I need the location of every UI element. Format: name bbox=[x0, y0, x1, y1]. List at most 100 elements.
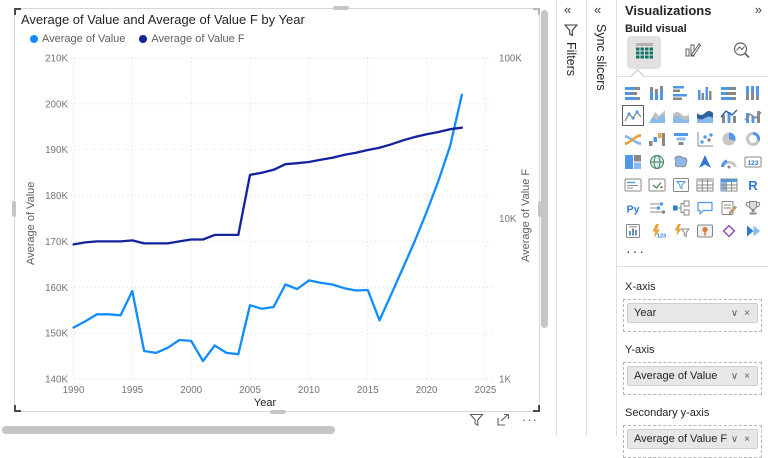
filter-icon[interactable] bbox=[468, 413, 484, 427]
canvas-horizontal-scrollbar[interactable] bbox=[2, 426, 335, 434]
stacked-area-chart-icon[interactable] bbox=[670, 105, 692, 126]
100-stacked-area-chart-icon[interactable] bbox=[694, 105, 716, 126]
stacked-column-chart-icon[interactable] bbox=[646, 82, 668, 103]
ribbon-chart-icon[interactable] bbox=[622, 128, 644, 149]
metrics-icon[interactable] bbox=[742, 197, 764, 218]
svg-text:2015: 2015 bbox=[357, 385, 379, 396]
remove-field-icon[interactable]: × bbox=[744, 370, 750, 382]
chevron-down-icon[interactable]: ∨ bbox=[730, 370, 739, 382]
well-drop-zone-0[interactable]: Year ∨ × bbox=[623, 299, 762, 332]
multi-row-card-icon[interactable] bbox=[622, 174, 644, 195]
build-visual-icon bbox=[635, 42, 654, 64]
field-pill-1[interactable]: Average of Value ∨ × bbox=[627, 366, 758, 386]
card-icon[interactable]: 123 bbox=[742, 151, 764, 172]
visual-resize-handle-bottom[interactable] bbox=[270, 410, 286, 414]
map-icon[interactable] bbox=[646, 151, 668, 172]
python-icon[interactable]: Py bbox=[622, 197, 644, 218]
svg-text:190K: 190K bbox=[45, 145, 68, 156]
filled-map-icon[interactable] bbox=[670, 151, 692, 172]
slicer-icon[interactable] bbox=[670, 174, 692, 195]
gauge-icon[interactable] bbox=[718, 151, 740, 172]
decomposition-tree-icon[interactable] bbox=[670, 197, 692, 218]
focus-mode-icon[interactable] bbox=[495, 413, 511, 427]
azure-map-icon[interactable] bbox=[694, 151, 716, 172]
well-drop-zone-1[interactable]: Average of Value ∨ × bbox=[623, 362, 762, 395]
arcgis-maps-icon[interactable] bbox=[694, 220, 716, 241]
svg-text:150K: 150K bbox=[45, 329, 68, 340]
power-automate-icon[interactable] bbox=[670, 220, 692, 241]
power-apps-icon[interactable]: 123 bbox=[646, 220, 668, 241]
legend-dot-icon bbox=[30, 35, 38, 43]
treemap-icon[interactable] bbox=[622, 151, 644, 172]
tab-analytics[interactable] bbox=[724, 36, 758, 69]
scatter-chart-icon[interactable] bbox=[694, 128, 716, 149]
remove-field-icon[interactable]: × bbox=[744, 433, 750, 445]
line-chart-icon[interactable] bbox=[622, 105, 644, 126]
field-pill-0[interactable]: Year ∨ × bbox=[627, 303, 758, 323]
svg-text:1990: 1990 bbox=[63, 385, 85, 396]
canvas-vertical-scrollbar[interactable] bbox=[541, 10, 548, 328]
selected-tab-notch bbox=[631, 69, 644, 82]
kpi-icon[interactable] bbox=[646, 174, 668, 195]
field-pill-2[interactable]: Average of Value F ∨ × bbox=[627, 429, 758, 449]
filters-pane-collapsed[interactable]: « Filters bbox=[557, 0, 586, 436]
matrix-icon[interactable] bbox=[718, 174, 740, 195]
viz-pane-divider-bottom bbox=[617, 266, 768, 267]
svg-text:Py: Py bbox=[627, 203, 640, 215]
stacked-bar-chart-icon[interactable] bbox=[622, 82, 644, 103]
100-stacked-bar-chart-icon[interactable] bbox=[718, 82, 740, 103]
chart-legend: Average of Value Average of Value F bbox=[30, 33, 245, 45]
line-and-clustered-column-chart-icon[interactable] bbox=[742, 105, 764, 126]
waterfall-chart-icon[interactable] bbox=[646, 128, 668, 149]
tab-build-visual[interactable] bbox=[627, 36, 661, 69]
visual-resize-handle-left[interactable] bbox=[12, 201, 16, 217]
visual-corner-handle-tl[interactable] bbox=[14, 8, 21, 15]
clustered-column-chart-icon[interactable] bbox=[694, 82, 716, 103]
svg-text:1995: 1995 bbox=[121, 385, 143, 396]
legend-item-1[interactable]: Average of Value F bbox=[139, 33, 245, 45]
clustered-bar-chart-icon[interactable] bbox=[670, 82, 692, 103]
donut-chart-icon[interactable] bbox=[742, 128, 764, 149]
sync-slicers-pane-collapsed[interactable]: « Sync slicers bbox=[587, 0, 616, 436]
paginated-report-icon[interactable] bbox=[622, 220, 644, 241]
area-chart-icon[interactable] bbox=[646, 105, 668, 126]
r-script-icon[interactable]: R bbox=[742, 174, 764, 195]
chart-plot-area[interactable]: 140K 150K 160K 170K 180K 190K 200K 210K 1K 10K 100… bbox=[15, 9, 539, 411]
get-more-visuals-button[interactable]: ··· bbox=[626, 243, 646, 259]
tab-format-visual[interactable] bbox=[676, 36, 710, 69]
custom-visual-icon[interactable] bbox=[718, 220, 740, 241]
collapse-sync-slicers-icon[interactable]: « bbox=[594, 2, 602, 17]
well-label-1: Y-axis bbox=[625, 344, 655, 356]
line-and-stacked-column-chart-icon[interactable] bbox=[718, 105, 740, 126]
smart-narrative-icon[interactable] bbox=[718, 197, 740, 218]
table-icon[interactable] bbox=[694, 174, 716, 195]
legend-dot-icon bbox=[139, 35, 148, 43]
line-chart-visual[interactable]: Average of Value and Average of Value F … bbox=[12, 6, 542, 414]
funnel-chart-icon[interactable] bbox=[670, 128, 692, 149]
format-visual-icon bbox=[683, 41, 702, 64]
remove-field-icon[interactable]: × bbox=[744, 307, 750, 319]
visual-resize-handle-right[interactable] bbox=[538, 201, 542, 217]
x-axis-title: Year bbox=[253, 397, 277, 409]
collapse-filters-icon[interactable]: « bbox=[564, 2, 572, 17]
visual-corner-handle-bl[interactable] bbox=[14, 405, 21, 412]
power-automate-flow-icon[interactable] bbox=[742, 220, 764, 241]
well-drop-zone-2[interactable]: Average of Value F ∨ × bbox=[623, 425, 762, 458]
filters-funnel-icon bbox=[563, 24, 579, 42]
100-stacked-column-chart-icon[interactable] bbox=[742, 82, 764, 103]
chevron-down-icon[interactable]: ∨ bbox=[730, 433, 739, 445]
q-and-a-icon[interactable] bbox=[694, 197, 716, 218]
key-influencers-icon[interactable] bbox=[646, 197, 668, 218]
well-label-2: Secondary y-axis bbox=[625, 407, 710, 419]
visual-hover-toolbar: ··· bbox=[468, 413, 538, 427]
visual-resize-handle-top[interactable] bbox=[333, 6, 349, 10]
svg-text:2010: 2010 bbox=[298, 385, 320, 396]
visual-corner-handle-tr[interactable] bbox=[533, 8, 540, 15]
chevron-down-icon[interactable]: ∨ bbox=[730, 307, 739, 319]
legend-item-0[interactable]: Average of Value bbox=[30, 33, 125, 45]
visual-corner-handle-br[interactable] bbox=[533, 405, 540, 412]
expand-pane-icon[interactable]: » bbox=[754, 2, 762, 17]
left-axis-title: Average of Value bbox=[25, 181, 37, 265]
pie-chart-icon[interactable] bbox=[718, 128, 740, 149]
more-options-icon[interactable]: ··· bbox=[522, 412, 538, 427]
